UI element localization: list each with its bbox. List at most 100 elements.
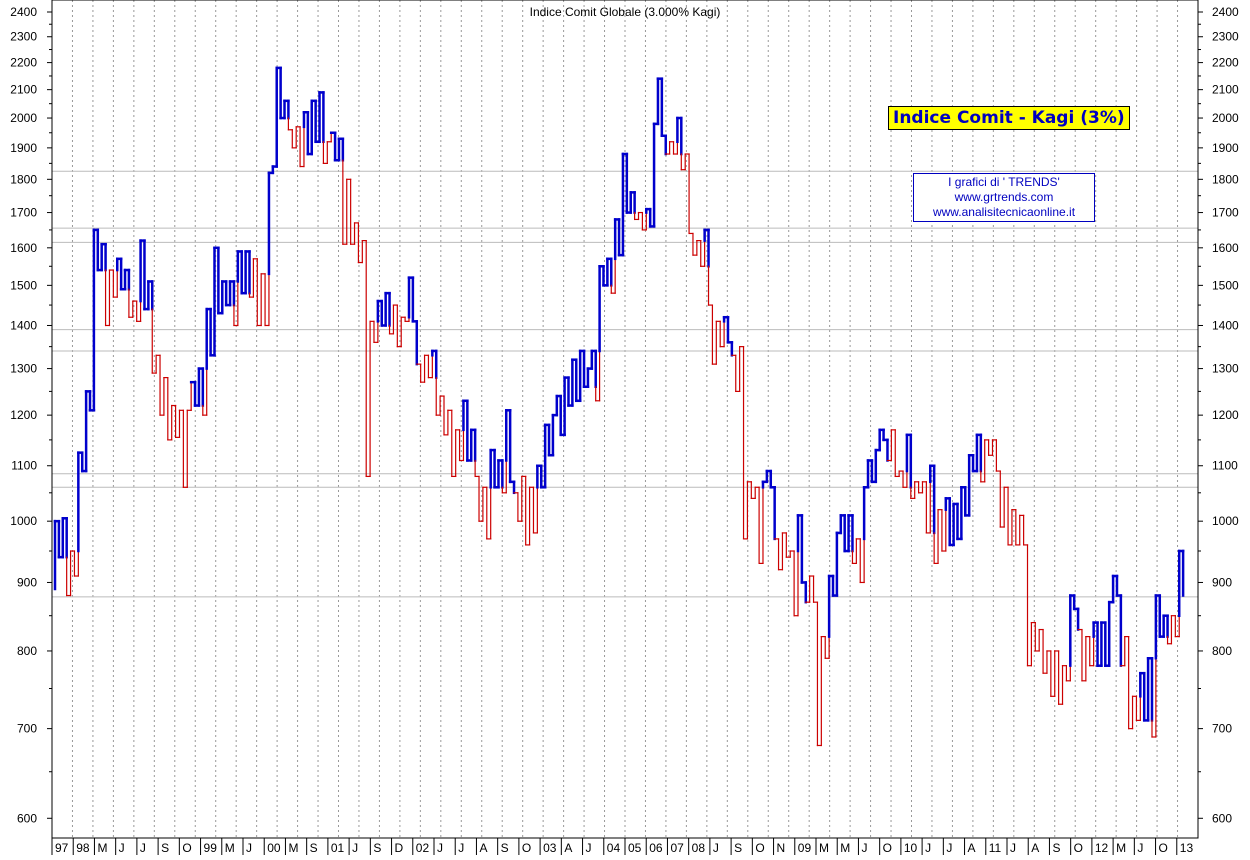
- kagi-series: [53, 66, 1185, 747]
- x-tick-label: S: [310, 841, 318, 855]
- y-tick-label: 1300: [1212, 362, 1239, 376]
- x-tick-label: O: [522, 841, 531, 855]
- x-tick-label: M: [225, 841, 235, 855]
- x-tick-label: 01: [331, 841, 345, 855]
- y-axis-right: 600 700 800 900 1000 1100 1200 1300 1400 1500 1600…: [1198, 5, 1239, 825]
- y-tick-label: 1700: [1212, 206, 1239, 220]
- x-tick-label: M: [97, 841, 107, 855]
- x-tick-label: 99: [204, 841, 218, 855]
- x-tick-label: N: [777, 841, 786, 855]
- x-tick-label: J: [352, 841, 358, 855]
- y-tick-label: 2100: [1212, 83, 1239, 97]
- x-tick-label: M: [840, 841, 850, 855]
- x-tick-label: A: [564, 841, 572, 855]
- credit-line-2: www.grtrends.com: [954, 190, 1054, 204]
- x-tick-label: J: [458, 841, 464, 855]
- x-tick-label: 13: [1180, 841, 1194, 855]
- x-tick-label: A: [479, 841, 487, 855]
- y-tick-label: 1000: [1212, 514, 1239, 528]
- y-tick-label: 1400: [1212, 318, 1239, 332]
- x-tick-label: 04: [607, 841, 621, 855]
- x-tick-label: J: [925, 841, 931, 855]
- x-tick-label: S: [161, 841, 169, 855]
- x-tick-label: S: [373, 841, 381, 855]
- x-tick-label: O: [1159, 841, 1168, 855]
- x-axis: 97 98 M J J S O 99 M J 00 M S 01 J S D 02 J J A S O 03 A J 04 05 06 0…: [51, 838, 1194, 855]
- chart-title: Indice Comit Globale (3.000% Kagi): [529, 5, 721, 19]
- y-tick-label: 2200: [1212, 56, 1239, 70]
- y-tick-label: 600: [17, 811, 37, 825]
- x-tick-label: 02: [416, 841, 430, 855]
- y-tick-label: 800: [1212, 644, 1232, 658]
- y-tick-label: 1100: [11, 459, 37, 473]
- y-tick-label: 1600: [1212, 241, 1239, 255]
- x-tick-label: 07: [670, 841, 684, 855]
- x-tick-label: J: [946, 841, 952, 855]
- y-tick-label: 2400: [10, 5, 37, 19]
- y-tick-label: 700: [17, 722, 37, 736]
- credit-line-1: I grafici di ' TRENDS': [948, 175, 1060, 189]
- legend-badge: Indice Comit - Kagi (3%): [888, 106, 1130, 130]
- y-tick-label: 1800: [10, 172, 37, 186]
- y-tick-label: 1800: [1212, 172, 1239, 186]
- x-tick-label: 97: [55, 841, 69, 855]
- y-tick-label: 1400: [10, 318, 37, 332]
- x-tick-label: S: [501, 841, 509, 855]
- x-tick-label: 11: [989, 841, 1002, 855]
- x-tick-label: S: [734, 841, 742, 855]
- y-tick-label: 1200: [1212, 408, 1239, 422]
- x-tick-label: J: [1010, 841, 1016, 855]
- x-tick-label: J: [246, 841, 252, 855]
- x-tick-label: 05: [628, 841, 642, 855]
- x-tick-label: J: [713, 841, 719, 855]
- y-tick-label: 2000: [1212, 111, 1239, 125]
- y-tick-label: 900: [1212, 575, 1232, 589]
- y-tick-label: 2300: [10, 30, 37, 44]
- x-tick-label: 03: [543, 841, 557, 855]
- y-tick-label: 1500: [10, 278, 37, 292]
- y-tick-label: 1700: [10, 206, 37, 220]
- horizontal-levels: [52, 170, 1198, 598]
- y-tick-label: 2000: [10, 111, 37, 125]
- x-tick-label: 08: [692, 841, 706, 855]
- y-tick-label: 700: [1212, 722, 1232, 736]
- x-tick-label: 12: [1095, 841, 1109, 855]
- x-tick-label: J: [140, 841, 146, 855]
- x-tick-label: M: [288, 841, 298, 855]
- x-tick-label: 00: [267, 841, 281, 855]
- y-tick-label: 1900: [1212, 141, 1239, 155]
- x-tick-label: 10: [904, 841, 918, 855]
- x-tick-label: J: [586, 841, 592, 855]
- y-tick-label: 1500: [1212, 278, 1239, 292]
- x-tick-label: D: [395, 841, 404, 855]
- x-tick-label: O: [1074, 841, 1083, 855]
- credit-line-3: www.analisitecnicaonline.it: [932, 205, 1076, 219]
- y-tick-label: 2200: [10, 56, 37, 70]
- y-tick-label: 1000: [10, 514, 37, 528]
- y-axis-left: 600 700 800 900 1000 1100 1200 1300 1400 1500 1600…: [10, 5, 52, 825]
- y-tick-label: 2100: [10, 83, 37, 97]
- y-tick-label: 2400: [1212, 5, 1239, 19]
- x-tick-label: A: [1031, 841, 1039, 855]
- x-tick-label: M: [819, 841, 829, 855]
- credit-box: I grafici di ' TRENDS' www.grtrends.com …: [913, 173, 1095, 222]
- y-tick-label: 600: [1212, 811, 1232, 825]
- y-tick-label: 1100: [1212, 459, 1238, 473]
- x-tick-label: 98: [76, 841, 90, 855]
- x-tick-label: S: [1052, 841, 1060, 855]
- x-tick-label: 09: [798, 841, 812, 855]
- x-tick-label: A: [968, 841, 976, 855]
- x-tick-label: J: [861, 841, 867, 855]
- y-tick-label: 1600: [10, 241, 37, 255]
- x-tick-label: J: [437, 841, 443, 855]
- x-tick-label: M: [1116, 841, 1126, 855]
- y-tick-label: 1300: [10, 362, 37, 376]
- y-tick-label: 1900: [10, 141, 37, 155]
- x-tick-label: O: [883, 841, 892, 855]
- x-tick-label: J: [119, 841, 125, 855]
- x-tick-label: J: [1137, 841, 1143, 855]
- y-tick-label: 800: [17, 644, 37, 658]
- y-tick-label: 900: [17, 575, 37, 589]
